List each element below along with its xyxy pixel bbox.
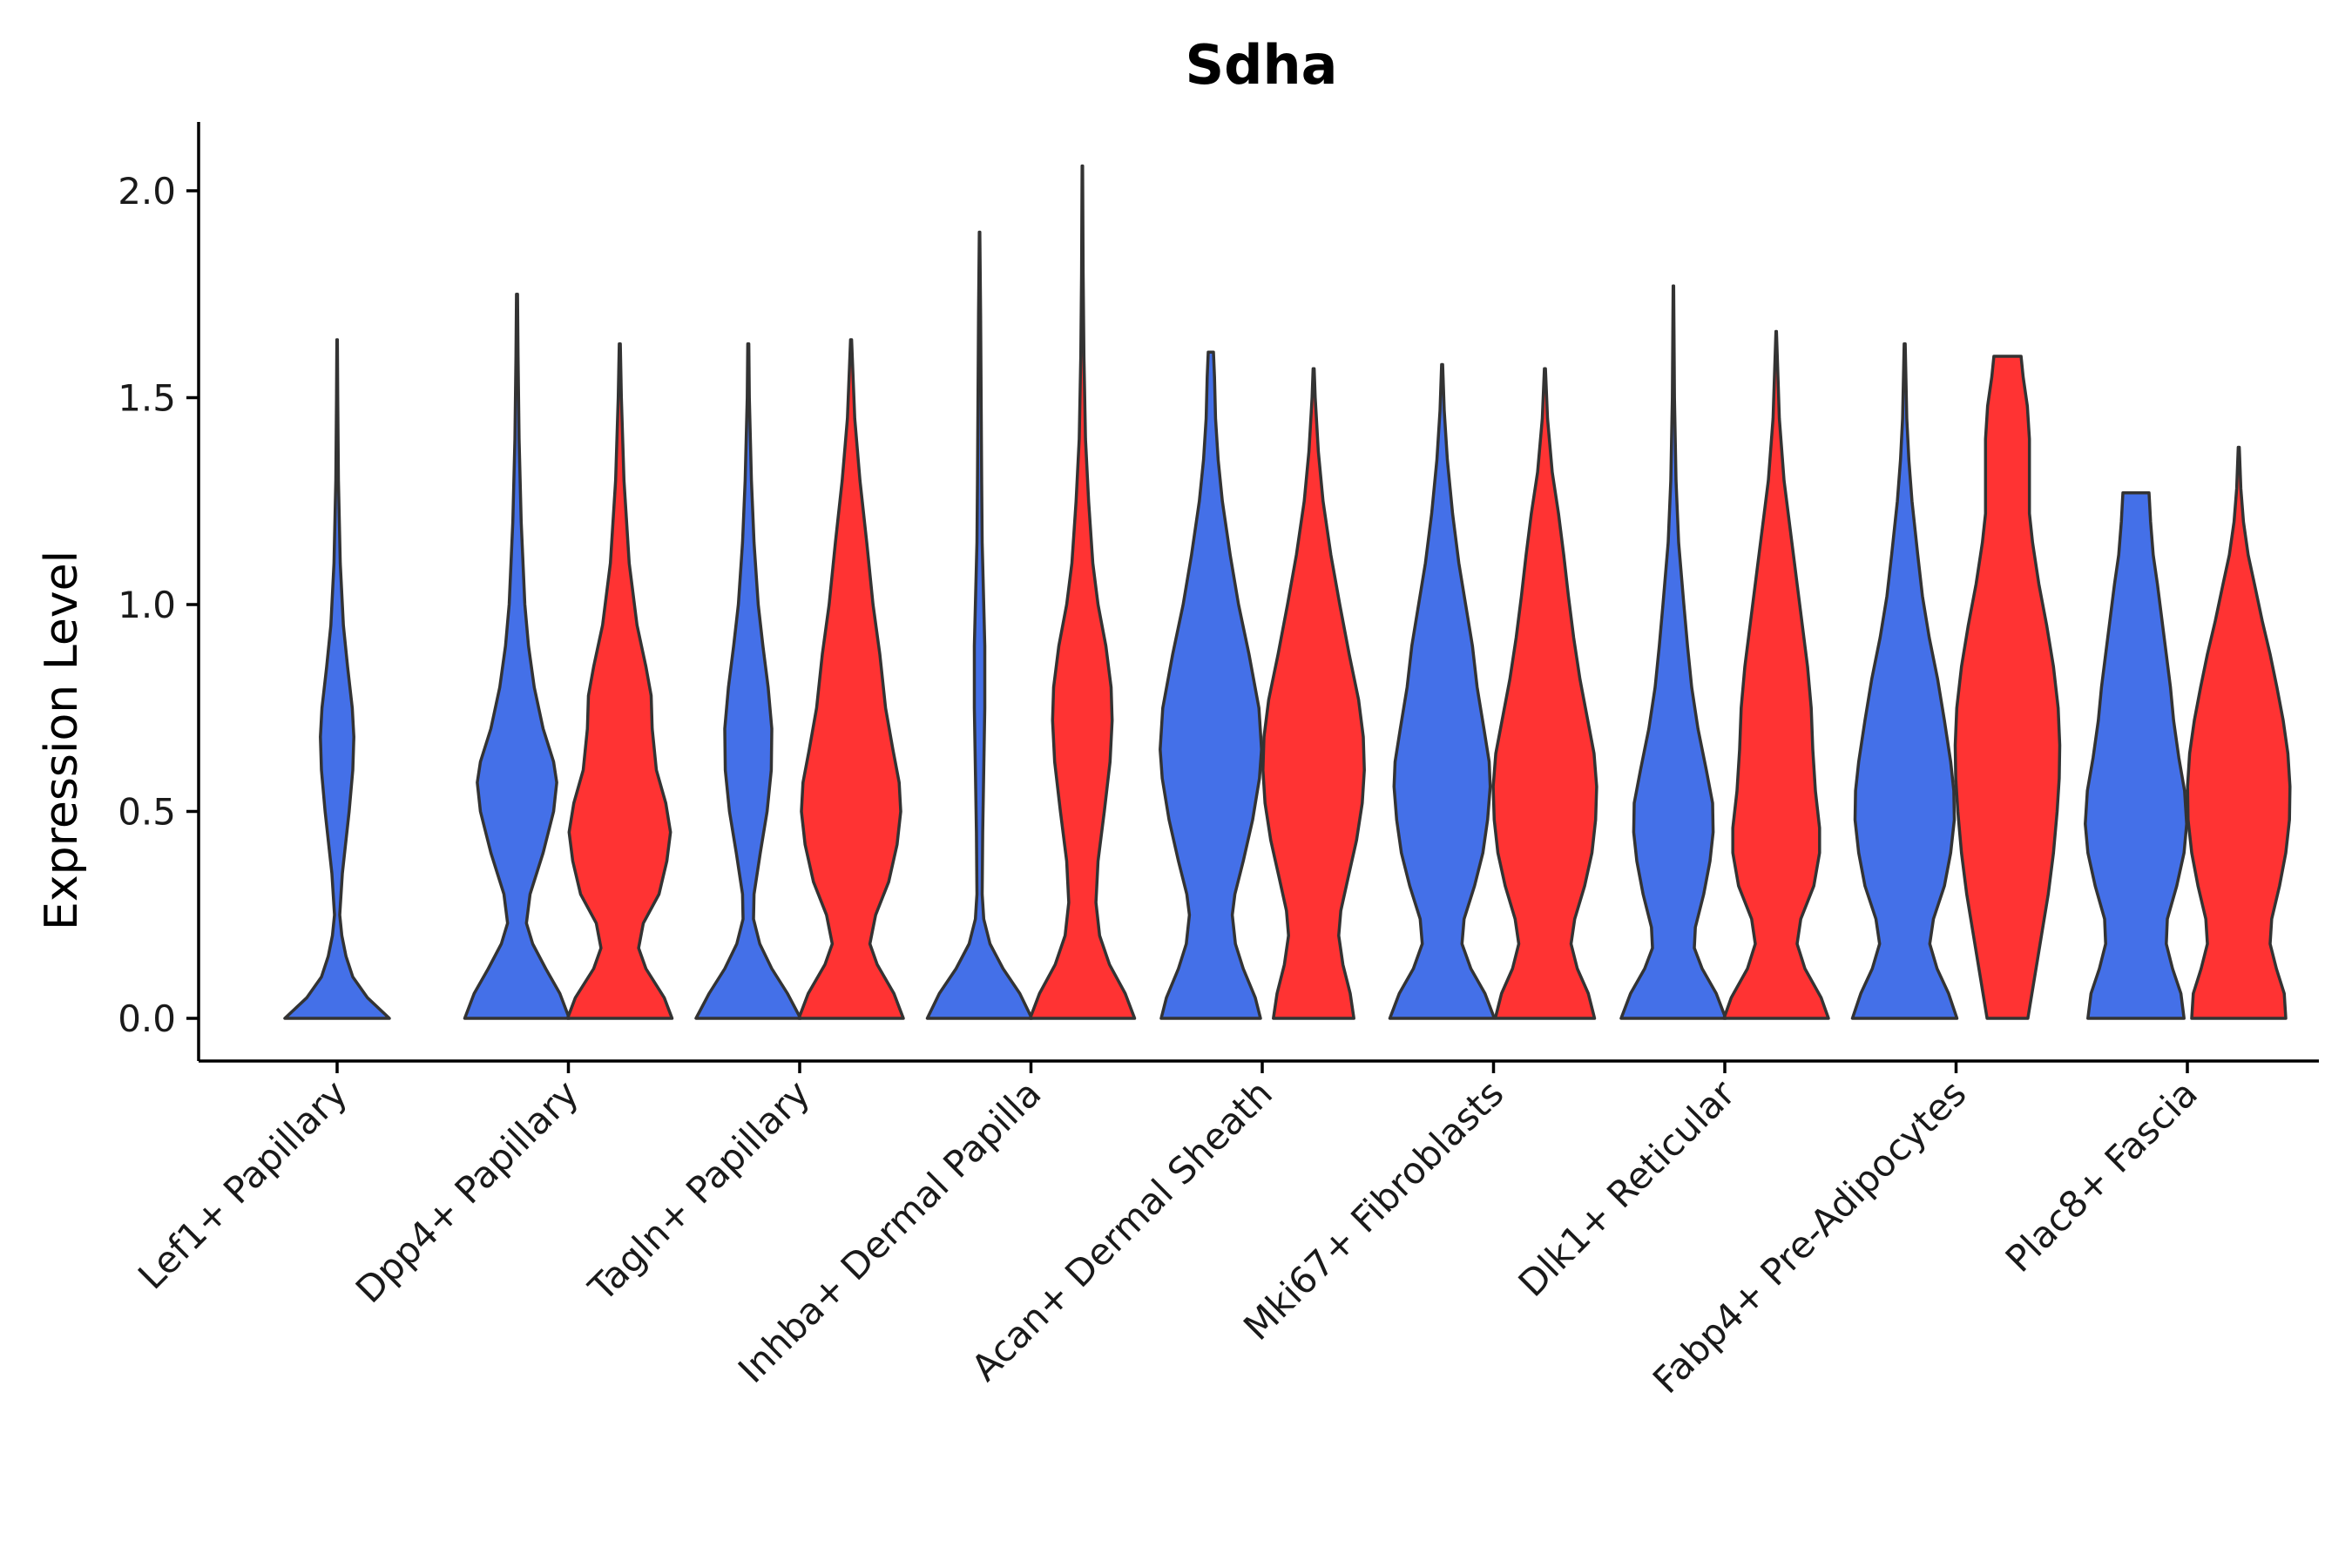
violin-inhba-dermal-papilla-red	[1028, 164, 1137, 1020]
violin-fabp4-pre-adipocytes-blue	[1850, 342, 1959, 1020]
violin-plac8-fascia-blue	[2084, 491, 2188, 1020]
x-tick-label: Dlk1+ Reticular	[1511, 1071, 1744, 1305]
chart-title: Sdha	[1185, 33, 1337, 97]
violin-acan-dermal-sheath-blue	[1159, 350, 1263, 1020]
x-tick-label: Tagln+ Papillary	[580, 1071, 818, 1309]
violin-dpp4-papillary-red	[565, 342, 674, 1020]
violin-mki67-fibroblasts-red	[1491, 367, 1598, 1020]
y-tick-label: 0.5	[118, 791, 176, 834]
y-axis-title: Expression Level	[36, 551, 88, 930]
x-tick-label: Dpp4+ Papillary	[348, 1071, 587, 1311]
y-tick-label: 0.0	[118, 997, 176, 1040]
x-tick-label: Mki67+ Fibroblasts	[1235, 1071, 1511, 1348]
violin-dlk1-reticular-blue	[1619, 284, 1727, 1020]
y-tick-label: 1.0	[118, 584, 176, 626]
violin-lef1-papillary-blue	[283, 338, 391, 1020]
violin-dpp4-papillary-blue	[463, 293, 571, 1020]
x-tick-label: Plac8+ Fascia	[1997, 1071, 2206, 1280]
violin-inhba-dermal-papilla-blue	[925, 230, 1034, 1020]
violin-group	[283, 164, 2292, 1020]
violin-mki67-fibroblasts-blue	[1388, 362, 1497, 1020]
violin-acan-dermal-sheath-red	[1261, 367, 1366, 1020]
violin-fabp4-pre-adipocytes-red	[1953, 355, 2062, 1020]
y-tick-label: 2.0	[118, 170, 176, 213]
y-tick-label: 1.5	[118, 377, 176, 420]
x-tick-label: Lef1+ Papillary	[130, 1071, 355, 1297]
violin-tagln-papillary-blue	[694, 342, 802, 1020]
violin-plac8-fascia-red	[2186, 445, 2292, 1020]
violin-dlk1-reticular-red	[1722, 329, 1830, 1020]
violin-tagln-papillary-red	[797, 338, 905, 1020]
